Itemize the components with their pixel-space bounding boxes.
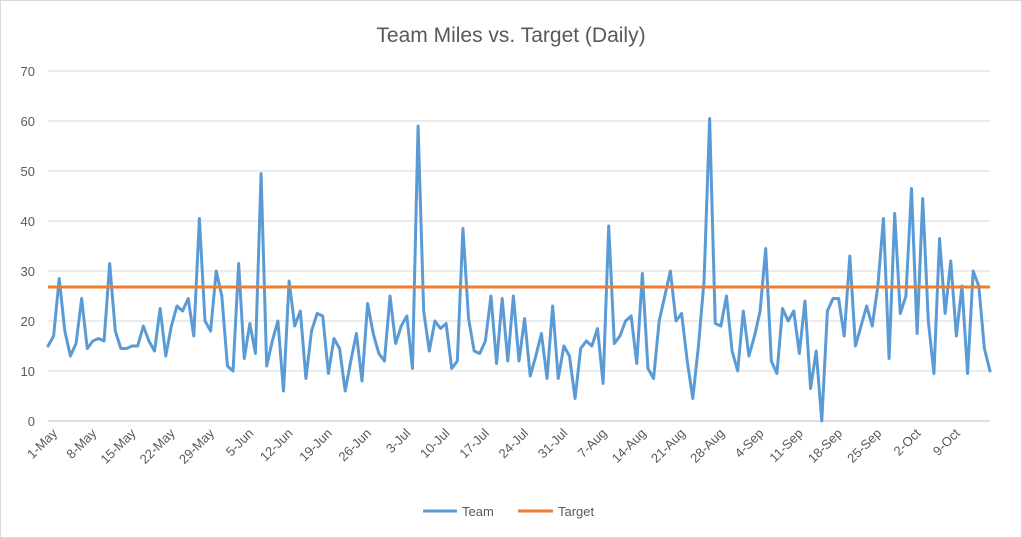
series-line-team bbox=[46, 117, 992, 423]
x-tick-label: 31-Jul bbox=[535, 425, 571, 461]
y-tick-label: 20 bbox=[21, 314, 35, 329]
x-tick-label: 10-Jul bbox=[417, 425, 453, 461]
y-tick-label: 60 bbox=[21, 114, 35, 129]
y-axis-tick-labels: 0 10 20 30 40 50 60 70 bbox=[21, 64, 35, 429]
x-tick-label: 17-Jul bbox=[456, 425, 492, 461]
y-tick-label: 40 bbox=[21, 214, 35, 229]
x-tick-label: 4-Sep bbox=[731, 426, 766, 461]
x-tick-label: 26-Jun bbox=[335, 426, 374, 465]
x-tick-label: 12-Jun bbox=[257, 426, 296, 465]
y-tick-label: 70 bbox=[21, 64, 35, 79]
legend-target-label: Target bbox=[558, 504, 595, 519]
x-tick-label: 3-Jul bbox=[383, 425, 414, 456]
x-tick-label: 19-Jun bbox=[296, 426, 335, 465]
x-tick-label: 7-Aug bbox=[574, 426, 609, 461]
chart-title: Team Miles vs. Target (Daily) bbox=[376, 24, 645, 47]
x-tick-label: 22-May bbox=[137, 425, 179, 467]
x-tick-label: 1-May bbox=[24, 425, 60, 461]
y-tick-label: 10 bbox=[21, 364, 35, 379]
legend: Team Target bbox=[423, 504, 595, 519]
x-tick-label: 24-Jul bbox=[495, 425, 531, 461]
x-tick-label: 8-May bbox=[63, 425, 99, 461]
y-tick-label: 30 bbox=[21, 264, 35, 279]
x-tick-label: 28-Aug bbox=[687, 426, 727, 466]
x-tick-label: 14-Aug bbox=[609, 426, 649, 466]
x-tick-label: 18-Sep bbox=[805, 426, 845, 466]
x-tick-label: 29-May bbox=[176, 425, 218, 467]
y-tick-label: 50 bbox=[21, 164, 35, 179]
x-tick-label: 11-Sep bbox=[766, 426, 806, 466]
x-tick-label: 21-Aug bbox=[648, 426, 688, 466]
gridlines bbox=[48, 70, 990, 422]
x-tick-label: 25-Sep bbox=[844, 426, 884, 466]
x-tick-label: 15-May bbox=[97, 425, 139, 467]
x-tick-label: 2-Oct bbox=[891, 425, 924, 458]
y-tick-label: 0 bbox=[28, 414, 35, 429]
x-tick-label: 5-Jun bbox=[223, 426, 257, 460]
series-lines bbox=[46, 117, 992, 423]
legend-team-label: Team bbox=[462, 504, 494, 519]
x-tick-label: 9-Oct bbox=[930, 425, 963, 458]
